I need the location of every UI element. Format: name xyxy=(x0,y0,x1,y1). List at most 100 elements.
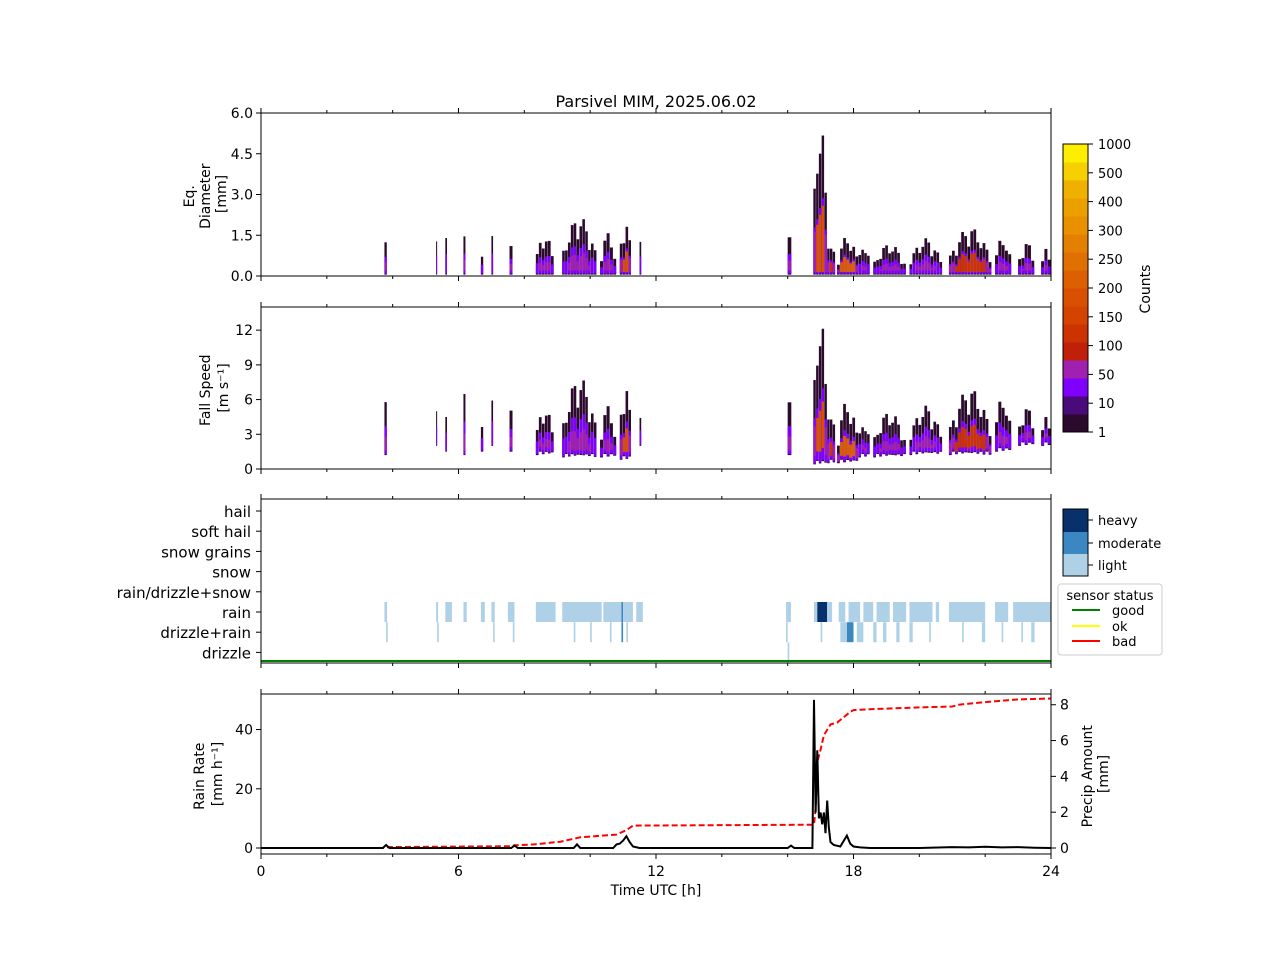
heat-cell xyxy=(939,267,943,274)
precip-type-cell xyxy=(1013,602,1051,622)
heat-cell xyxy=(1021,436,1025,438)
heat-cell xyxy=(576,438,580,451)
heat-cell xyxy=(1008,263,1012,274)
tick-label: 20 xyxy=(235,782,253,798)
legend-ok-label: ok xyxy=(1112,620,1128,635)
heat-cell xyxy=(813,232,816,272)
heat-cell xyxy=(544,439,548,448)
heat-cell xyxy=(998,261,1002,271)
heat-cell xyxy=(998,431,1002,444)
heat-cell xyxy=(619,259,623,272)
precip-amount-series xyxy=(261,697,1051,849)
precip-type-cell xyxy=(893,602,907,622)
heat-cell xyxy=(958,432,961,448)
tick-label: 0.0 xyxy=(231,269,253,285)
heat-cell xyxy=(827,262,830,272)
colorbar-block xyxy=(1063,252,1088,271)
heat-cell xyxy=(1004,436,1008,444)
legend-bad-label: bad xyxy=(1112,635,1136,650)
rain-axes-frame xyxy=(260,693,1052,855)
heat-cell xyxy=(588,265,591,271)
heat-cell xyxy=(970,426,974,448)
heat-cell xyxy=(867,264,870,274)
heat-cell xyxy=(876,443,879,453)
precip-type-heatmap xyxy=(384,602,1051,663)
heat-cell xyxy=(837,270,840,272)
rain-rate-series xyxy=(261,699,1051,849)
precip-amount-yticks: 0 2 4 6 8 xyxy=(1051,698,1069,857)
legend-heavy-label: heavy xyxy=(1098,514,1138,529)
heat-cell xyxy=(538,439,542,448)
tick-label: 4 xyxy=(1060,769,1069,785)
heat-cell xyxy=(622,437,626,453)
precip-type-cell xyxy=(1001,622,1004,643)
colorbar-block xyxy=(1063,234,1088,253)
heat-cell xyxy=(1027,431,1031,439)
tick-label: 0 xyxy=(244,841,253,857)
precip-type-cell xyxy=(626,622,629,643)
heat-cell xyxy=(933,441,937,448)
heat-cell xyxy=(445,254,448,274)
heat-cell xyxy=(973,252,977,272)
heat-cell xyxy=(491,253,494,274)
heat-cell xyxy=(829,441,833,456)
heat-cell xyxy=(824,427,827,455)
precip-type-cell xyxy=(436,602,439,622)
category-label: hail xyxy=(224,503,251,521)
category-label: soft hail xyxy=(191,523,251,541)
heat-cell xyxy=(1018,266,1022,274)
status-legend-title: sensor status xyxy=(1066,589,1153,604)
precip-type-yticks: hail soft hail snow grains snow rain/drizzle… xyxy=(117,503,261,662)
heat-cell xyxy=(625,251,629,272)
legend-light-label: light xyxy=(1098,559,1127,574)
heat-cell xyxy=(579,432,583,451)
heat-cell xyxy=(1001,263,1005,271)
tick-label: 1 xyxy=(1098,426,1106,441)
heat-cell xyxy=(894,264,897,271)
chart-title: Parsivel MIM, 2025.06.02 xyxy=(555,92,756,111)
fall-speed-yticks: 0 3 6 9 12 xyxy=(235,323,261,478)
heat-cell xyxy=(967,261,971,272)
legend-moderate-label: moderate xyxy=(1098,537,1161,552)
precip-type-cell xyxy=(846,622,854,643)
colorbar-block xyxy=(1063,324,1088,343)
colorbar-block xyxy=(1063,414,1088,433)
heat-cell xyxy=(985,436,989,449)
diameter-panel: 0.0 1.5 3.0 4.5 6.0 Eq. Diameter [mm] xyxy=(182,106,1052,285)
tick-label: 500 xyxy=(1098,167,1123,182)
heat-cell xyxy=(824,234,827,272)
status-legend-box xyxy=(1057,583,1163,656)
heat-cell xyxy=(855,266,859,272)
precip-type-cell xyxy=(909,602,933,622)
heat-cell xyxy=(964,428,967,448)
heat-cell xyxy=(606,438,610,452)
tick-label: 3.0 xyxy=(231,188,253,204)
precip-type-cell xyxy=(786,602,791,622)
heat-cell xyxy=(903,268,906,274)
heat-cell xyxy=(562,438,565,457)
heat-cell xyxy=(606,258,610,271)
heat-cell xyxy=(864,266,867,271)
precip-type-cell xyxy=(863,602,874,622)
rain-rate-ylabel: Rain Rate [mm h⁻¹] xyxy=(192,738,226,810)
heat-cell xyxy=(882,441,885,450)
heat-cell xyxy=(858,263,862,274)
heat-cell xyxy=(912,262,916,274)
colorbar-ticks: 1 10 50 100 150 200 250 300 400 500 1000 xyxy=(1088,138,1131,441)
legend-heavy-swatch xyxy=(1063,509,1088,532)
diameter-xticks xyxy=(260,108,1052,281)
heat-cell xyxy=(939,443,943,451)
tick-label: 6.0 xyxy=(231,106,253,122)
heat-cell xyxy=(445,432,448,451)
heat-cell xyxy=(603,440,607,450)
heat-cell xyxy=(852,441,856,457)
tick-label: 200 xyxy=(1098,282,1123,297)
heat-cell xyxy=(565,261,568,274)
colorbar-blocks xyxy=(1063,144,1088,433)
heat-cell xyxy=(846,438,849,456)
tick-label: 9 xyxy=(244,358,253,374)
heat-cell xyxy=(1024,263,1028,271)
heat-cell xyxy=(590,431,594,454)
heat-cell xyxy=(590,257,594,274)
heat-cell xyxy=(903,446,906,454)
